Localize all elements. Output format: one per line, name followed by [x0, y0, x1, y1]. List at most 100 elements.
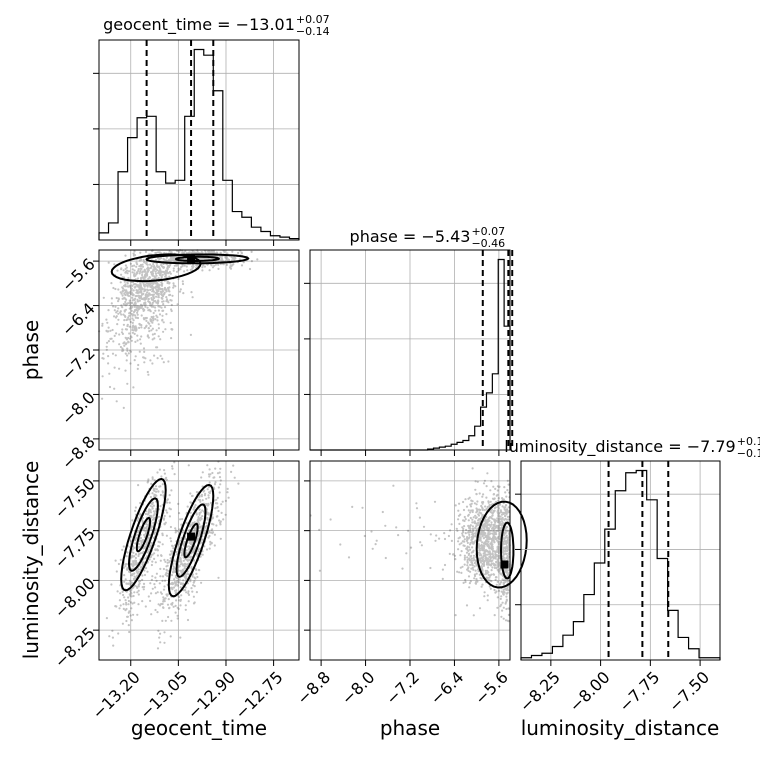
- sample-point: [471, 527, 474, 531]
- sample-point: [478, 544, 481, 548]
- sample-point: [207, 251, 210, 254]
- sample-point: [148, 308, 151, 311]
- sample-point: [471, 467, 474, 470]
- sample-point: [195, 512, 198, 515]
- sample-point: [498, 561, 501, 565]
- sample-point: [467, 509, 470, 512]
- sample-point: [489, 552, 492, 555]
- sample-point: [504, 491, 507, 494]
- sample-point: [486, 542, 489, 546]
- sample-point: [138, 580, 141, 583]
- sample-point: [179, 582, 182, 586]
- sample-point: [123, 289, 126, 292]
- sample-point: [136, 300, 139, 303]
- x-tick-label: −7.50: [665, 668, 713, 716]
- sample-point: [468, 559, 471, 562]
- sample-point: [167, 615, 170, 619]
- sample-point: [474, 527, 477, 530]
- sample-point: [220, 511, 223, 514]
- sample-point: [124, 304, 127, 307]
- sample-point: [208, 491, 211, 495]
- sample-point: [122, 303, 125, 306]
- sample-point: [470, 509, 473, 512]
- sample-point: [485, 521, 488, 525]
- sample-point: [137, 583, 140, 587]
- sample-point: [496, 548, 499, 551]
- sample-point: [184, 576, 187, 579]
- sample-point: [154, 277, 157, 280]
- geocent_time-hist-frame: [98, 39, 300, 241]
- sample-point: [150, 305, 153, 308]
- sample-point: [502, 592, 505, 595]
- sample-point: [102, 296, 105, 299]
- sample-point: [156, 549, 159, 552]
- y-tick-label: −7.75: [51, 524, 99, 572]
- sample-point: [157, 305, 160, 308]
- sample-point: [415, 502, 418, 505]
- sample-point: [146, 513, 149, 516]
- sample-point: [478, 511, 481, 514]
- sample-point: [507, 579, 510, 582]
- sample-point: [496, 536, 499, 539]
- sample-point: [121, 348, 124, 351]
- sample-point: [173, 259, 176, 263]
- sample-point: [168, 507, 171, 510]
- sample-point: [140, 539, 143, 543]
- sample-point: [487, 557, 490, 561]
- sample-point: [449, 529, 452, 532]
- sample-point: [409, 546, 413, 549]
- sample-point: [504, 527, 507, 530]
- sample-point: [165, 288, 168, 291]
- sample-point: [466, 541, 469, 545]
- sample-point: [487, 553, 490, 556]
- sample-point: [494, 538, 498, 541]
- sample-point: [114, 287, 117, 291]
- sample-point: [135, 289, 138, 292]
- sample-point: [493, 564, 496, 567]
- sample-point: [199, 555, 202, 558]
- sample-point: [480, 529, 483, 533]
- sample-point: [493, 530, 496, 533]
- sample-point: [473, 520, 476, 523]
- sample-point: [501, 521, 504, 525]
- sample-point: [490, 511, 493, 514]
- sample-point: [505, 599, 508, 602]
- sample-point: [483, 528, 486, 531]
- sample-point: [162, 266, 165, 269]
- sample-point: [177, 267, 180, 270]
- sample-point: [131, 328, 134, 332]
- sample-point: [126, 551, 129, 554]
- sample-point: [148, 292, 151, 296]
- sample-point: [179, 569, 182, 572]
- sample-point: [476, 510, 479, 513]
- sample-point: [196, 251, 199, 254]
- sample-point: [165, 509, 168, 512]
- sample-point: [125, 298, 128, 301]
- sample-point: [498, 503, 502, 506]
- sample-point: [493, 556, 496, 559]
- sample-point: [206, 516, 209, 520]
- sample-point: [504, 532, 507, 535]
- sample-point: [162, 266, 165, 269]
- sample-point: [484, 532, 487, 535]
- sample-point: [101, 322, 104, 325]
- sample-point: [191, 296, 194, 299]
- sample-point: [477, 543, 480, 546]
- sample-point: [147, 278, 150, 281]
- sample-point: [226, 252, 229, 255]
- sample-point: [481, 501, 484, 504]
- sample-point: [172, 257, 175, 260]
- sample-point: [163, 631, 166, 634]
- sample-point: [133, 572, 136, 575]
- sample-point: [142, 539, 145, 542]
- sample-point: [129, 539, 132, 543]
- sample-point: [471, 510, 474, 514]
- sample-point: [465, 547, 468, 550]
- sample-point: [477, 544, 480, 547]
- sample-point: [128, 610, 131, 613]
- sample-point: [130, 287, 133, 290]
- sample-point: [176, 584, 179, 587]
- sample-point: [482, 533, 485, 536]
- sample-point: [207, 536, 210, 539]
- sample-point: [190, 494, 194, 498]
